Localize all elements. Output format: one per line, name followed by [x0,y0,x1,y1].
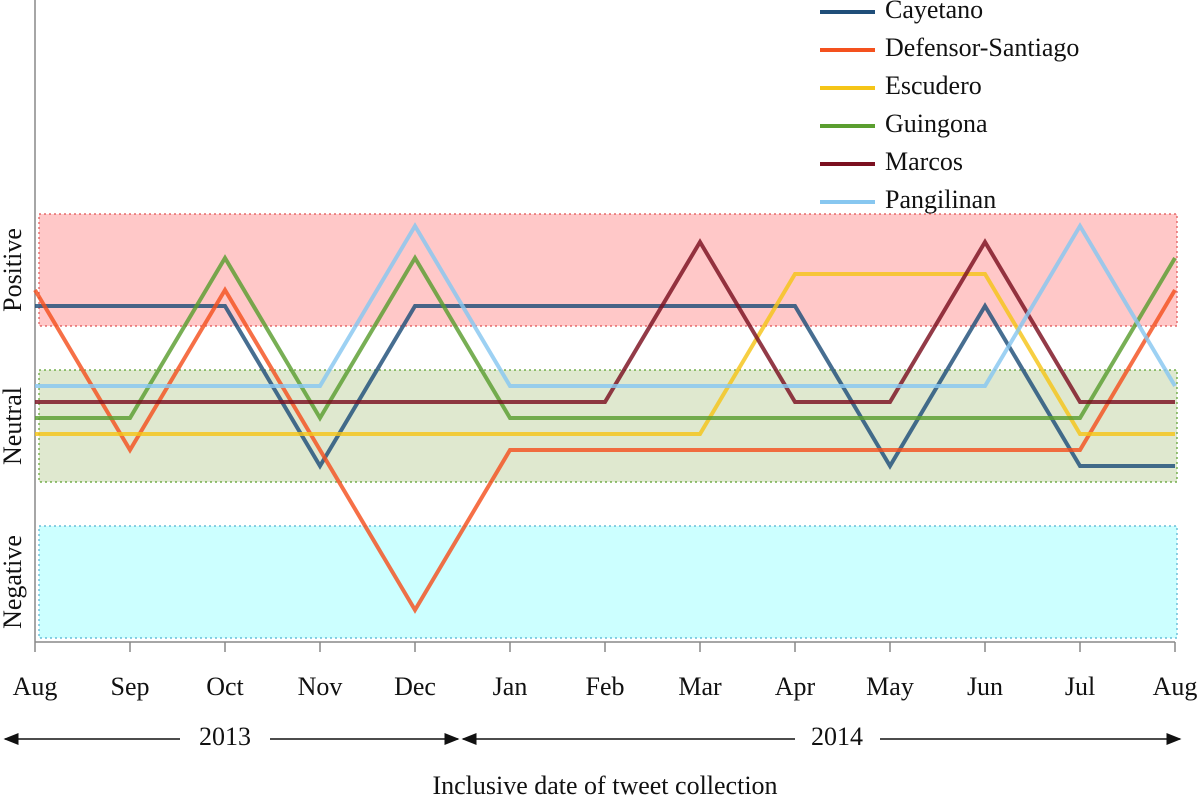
series-line [35,302,1175,470]
x-tick-label: Feb [586,672,625,701]
x-axis-label: Inclusive date of tweet collection [432,771,777,799]
series-line [35,238,1175,404]
series-line [35,222,1177,388]
x-tick-label: Jun [967,672,1003,701]
band [38,525,1178,639]
x-tick-label: Jan [493,672,528,701]
x-tick-label: Aug [1153,672,1198,701]
band-label: Negative [0,535,27,629]
legend-label: Escudero [885,71,982,100]
year-label: 2013 [199,722,251,751]
band-label: Neutral [0,387,27,465]
band-label: Positive [0,228,27,312]
x-tick-label: Oct [206,672,244,701]
series-line [35,272,1175,436]
band [38,369,1178,483]
legend-label: Marcos [885,147,963,176]
x-tick-label: Nov [298,672,343,701]
legend-label: Guingona [885,109,988,138]
x-tick-label: Apr [775,672,816,701]
legend-label: Pangilinan [885,185,996,214]
x-tick-label: Dec [394,672,436,701]
x-tick-label: May [866,672,914,701]
series-line [35,254,1177,422]
series-line [33,286,1177,614]
x-tick-label: Sep [111,672,150,701]
legend-label: Cayetano [885,0,983,24]
year-label: 2014 [811,722,863,751]
x-tick-label: Aug [13,672,58,701]
x-tick-label: Mar [678,672,722,701]
legend-label: Defensor-Santiago [885,33,1079,62]
x-tick-label: Jul [1065,672,1095,701]
